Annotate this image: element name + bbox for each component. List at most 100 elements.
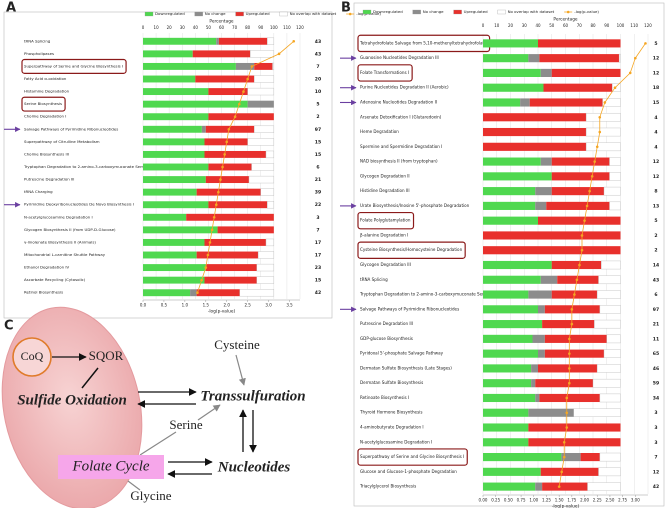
bar-segment [596, 290, 621, 299]
bar-segment [205, 264, 257, 272]
bar-segment [217, 226, 274, 234]
x-tick-label: 20 [167, 25, 173, 30]
bar-segment [538, 349, 545, 358]
pvalue-point [237, 102, 241, 106]
bar-segment [483, 320, 543, 329]
pvalue-point [214, 203, 218, 207]
count-label: 12 [653, 159, 659, 165]
bar-segment [528, 54, 540, 63]
pvalue-point [634, 56, 637, 60]
bar-segment [483, 98, 521, 107]
category-label: Putrescine Degradation III [24, 177, 74, 182]
category-label: Phospholipases [24, 51, 54, 56]
x2-tick-label: 0.00 [479, 498, 488, 503]
pvalue-point [217, 190, 220, 194]
count-label: 2 [654, 233, 657, 239]
bar-segment [483, 349, 538, 358]
category-label: N-acetylglucosamine Degradation I [360, 439, 432, 444]
bar-segment [483, 275, 541, 284]
node-label: Serine [169, 417, 202, 432]
x-tick-label: 20 [508, 23, 514, 28]
bar-segment [254, 75, 275, 83]
bar-segment [265, 238, 275, 247]
bar-segment [143, 264, 206, 272]
node-label: Transsulfuration [200, 388, 305, 404]
bar-segment [542, 482, 588, 491]
pvalue-point [565, 396, 569, 400]
bar-segment [143, 226, 218, 234]
x-tick-label: 120 [644, 23, 652, 28]
x2-tick-label: 3.00 [631, 498, 640, 503]
bar-segment [531, 379, 536, 388]
category-label: Purine Nucleotides Degradation II (Aerob… [360, 85, 449, 90]
category-label: Ethanol Degradation IV [24, 265, 70, 270]
pvalue-point [196, 291, 199, 295]
bar-segment [256, 263, 275, 272]
bar-segment [535, 201, 547, 210]
pvalue-point [250, 65, 254, 68]
pvalue-point [568, 352, 571, 355]
bar-segment [587, 482, 621, 491]
x-tick-label: 30 [180, 25, 186, 30]
category-label: Choline Biosynthesis III [24, 151, 69, 156]
bar-segment [483, 127, 587, 137]
bar-segment [143, 113, 209, 121]
bar-segment [260, 188, 275, 196]
bar-segment [538, 216, 621, 225]
count-label: 21 [315, 177, 321, 183]
category-label: Salvage Pathways of Pyrimidine Ribonucle… [24, 126, 118, 131]
bar-segment [196, 251, 259, 259]
node-label: Glycine [130, 488, 171, 503]
x-tick-label: 10 [154, 25, 160, 30]
pvalue-point [570, 308, 574, 311]
bar-segment [483, 231, 621, 240]
x2-tick-label: 0.25 [491, 498, 500, 503]
bar-segment [143, 88, 209, 96]
x-axis-title: Percentage [553, 17, 578, 23]
bar-segment [250, 50, 275, 58]
bar-segment [272, 62, 275, 71]
x-tick-label: 0 [142, 25, 145, 30]
legend-label: No overlap with dataset [290, 11, 337, 16]
pvalue-point [210, 228, 214, 232]
panel-frame [353, 2, 665, 507]
category-label: Guanosine Nucleotides Degradation III [360, 55, 439, 60]
x-tick-label: 110 [283, 25, 291, 30]
pvalue-point [570, 322, 574, 326]
x2-tick-label: 1.25 [542, 498, 551, 503]
count-label: 59 [653, 381, 659, 387]
pvalue-point [227, 127, 231, 131]
bar-segment [483, 201, 536, 210]
bar-segment [143, 238, 205, 246]
bar-segment [535, 379, 593, 388]
panel-label: B [341, 1, 351, 16]
bar-segment [540, 275, 558, 284]
legend-swatch [348, 12, 352, 16]
bar-segment [540, 68, 552, 77]
bar-segment [580, 453, 600, 462]
category-label: 4-aminobutyrate Degradation I [360, 425, 424, 430]
count-label: 17 [315, 240, 321, 246]
bar-segment [196, 289, 240, 297]
legend-label: Downregulated [373, 9, 403, 14]
legend-label: Upregulated [246, 11, 271, 16]
category-label: Thyroid Hormone Biosynthesis [359, 410, 422, 415]
bar-segment [528, 423, 621, 432]
category-label: Dermatan Sulfate Biosynthesis [360, 380, 423, 385]
bar-segment [265, 150, 275, 159]
count-label: 21 [653, 322, 659, 328]
bar-segment [254, 62, 273, 70]
bar-segment [208, 88, 248, 96]
bar-segment [143, 176, 206, 184]
chart: 0 10 20 30 40 50 60 70 80 90 100 110 120 Percentage 0.… [4, 11, 381, 315]
bar-segment [538, 305, 545, 314]
count-label: 10 [315, 89, 321, 95]
category-label: Tetrahydrofolate Salvage from 5,10-methe… [359, 40, 487, 45]
x2-tick-label: 3.5 [286, 303, 293, 308]
bar-segment [251, 163, 275, 171]
count-label: 3 [654, 440, 657, 446]
bar-segment [143, 138, 205, 146]
category-label: Tryptophan Degradation to 2-amino-3-carb… [23, 164, 164, 169]
bar-segment [596, 364, 621, 373]
